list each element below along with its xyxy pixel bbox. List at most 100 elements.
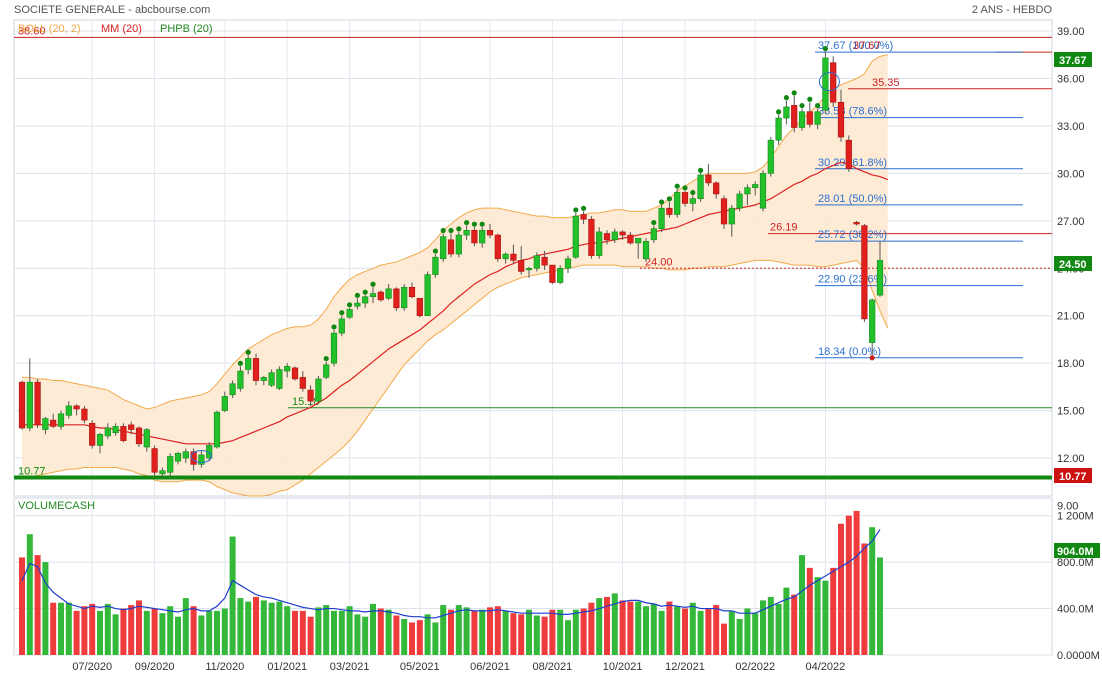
volume-bar bbox=[268, 602, 275, 655]
candle-body bbox=[720, 198, 728, 225]
volume-bar bbox=[143, 610, 150, 655]
volume-bar bbox=[721, 623, 727, 655]
volume-tag bbox=[1054, 543, 1100, 558]
volume-bar bbox=[120, 608, 127, 655]
ma20-line bbox=[22, 161, 889, 445]
candle-body bbox=[73, 405, 80, 410]
volume-bar bbox=[385, 609, 392, 655]
candle-body bbox=[362, 296, 369, 304]
phpb-high-dot bbox=[659, 199, 665, 205]
candle-body bbox=[876, 260, 884, 296]
candle-body bbox=[369, 293, 377, 298]
candle-body bbox=[338, 318, 345, 334]
fib-label: 25.72 (38.2%) bbox=[818, 229, 887, 241]
candle-body bbox=[385, 288, 392, 299]
volume-bar bbox=[260, 600, 267, 655]
candle-body bbox=[237, 370, 244, 389]
candle-body bbox=[830, 62, 837, 103]
candle-body bbox=[354, 302, 361, 307]
volume-bar bbox=[299, 610, 306, 655]
volume-bar bbox=[736, 618, 743, 655]
price-tick-label: 12.00 bbox=[1057, 453, 1085, 465]
volume-bar bbox=[19, 557, 25, 655]
volume-bar bbox=[619, 600, 626, 655]
candle-body bbox=[401, 286, 408, 309]
volume-bar bbox=[307, 616, 314, 655]
fib-label: 22.90 (23.6%) bbox=[818, 274, 887, 286]
candle-body bbox=[330, 332, 338, 364]
candle-body bbox=[869, 299, 876, 343]
candle-body bbox=[307, 389, 314, 402]
low-price-tag-text: 10.77 bbox=[1059, 471, 1087, 483]
price-tick-label: 15.00 bbox=[1057, 406, 1085, 418]
candle-body bbox=[198, 454, 205, 465]
level-label: 38.60 bbox=[18, 25, 46, 37]
price-tick-label: 18.00 bbox=[1057, 358, 1085, 370]
date-tick-label: 06/2021 bbox=[470, 661, 510, 673]
high-price-tag-text: 37.67 bbox=[1059, 55, 1087, 67]
volume-bar bbox=[541, 616, 548, 655]
phpb-high-dot bbox=[690, 189, 696, 196]
volume-tag-text: 904.0M bbox=[1057, 546, 1094, 558]
candle-body bbox=[658, 207, 665, 230]
volume-bar bbox=[26, 534, 33, 655]
volume-bar bbox=[604, 596, 610, 655]
phpb-high-dot bbox=[581, 205, 587, 211]
price-tick-label: 36.00 bbox=[1057, 74, 1085, 86]
date-tick-label: 07/2020 bbox=[72, 661, 112, 673]
phpb-high-dot bbox=[471, 221, 477, 227]
date-tick-label: 12/2021 bbox=[665, 661, 705, 673]
candle-body bbox=[697, 174, 704, 199]
volume-bar bbox=[643, 606, 649, 655]
candle-body bbox=[276, 369, 283, 389]
candle-body bbox=[245, 358, 252, 370]
phpb-high-dot bbox=[354, 292, 360, 298]
volume-bar bbox=[315, 607, 322, 655]
volume-bar bbox=[175, 616, 181, 655]
candle-body bbox=[557, 267, 564, 283]
legend-phpb: PHPB (20) bbox=[160, 23, 213, 35]
date-tick-label: 04/2022 bbox=[806, 661, 846, 673]
phpb-high-dot bbox=[791, 90, 797, 96]
volume-bar bbox=[822, 580, 829, 655]
volume-bar bbox=[580, 608, 587, 655]
volume-panel-label: VOLUMECASH bbox=[18, 500, 95, 512]
candle-body bbox=[34, 381, 41, 426]
candle-body bbox=[486, 230, 494, 236]
volume-bar bbox=[89, 603, 96, 655]
volume-bar bbox=[323, 605, 330, 655]
volume-bar bbox=[674, 606, 681, 655]
volume-bar bbox=[845, 515, 852, 655]
volume-bar bbox=[518, 614, 525, 655]
candle-body bbox=[408, 286, 416, 298]
volume-bar bbox=[689, 602, 696, 655]
volume-bar bbox=[479, 609, 486, 655]
candle-body bbox=[104, 427, 111, 437]
candle-body bbox=[775, 117, 782, 141]
candle-body bbox=[393, 288, 400, 309]
candle-body bbox=[471, 230, 478, 244]
chart-period: 2 ANS - HEBDO bbox=[972, 4, 1053, 16]
volume-bar bbox=[73, 610, 80, 655]
volume-bar bbox=[572, 609, 579, 655]
phpb-high-dot bbox=[440, 227, 446, 234]
volume-bar bbox=[338, 610, 345, 655]
candle-body bbox=[120, 426, 127, 441]
volume-bar bbox=[650, 603, 657, 655]
candle-body bbox=[518, 260, 525, 272]
candle-body bbox=[174, 453, 182, 462]
high-price-tag bbox=[1054, 52, 1092, 67]
volume-bar bbox=[760, 600, 766, 655]
phpb-high-dot bbox=[370, 281, 376, 287]
candle-body bbox=[549, 264, 556, 283]
candle-body bbox=[260, 377, 267, 381]
candle-body bbox=[432, 256, 439, 275]
phpb-high-dot bbox=[573, 207, 579, 213]
candle-body bbox=[728, 207, 735, 225]
volume-bar bbox=[713, 605, 720, 655]
candle-body bbox=[674, 192, 681, 215]
date-tick-label: 02/2022 bbox=[735, 661, 775, 673]
phpb-high-dot bbox=[674, 183, 680, 189]
